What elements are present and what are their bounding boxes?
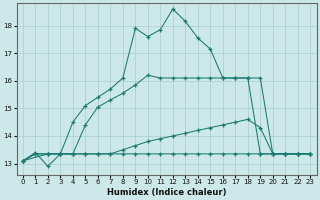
X-axis label: Humidex (Indice chaleur): Humidex (Indice chaleur) [107,188,226,197]
